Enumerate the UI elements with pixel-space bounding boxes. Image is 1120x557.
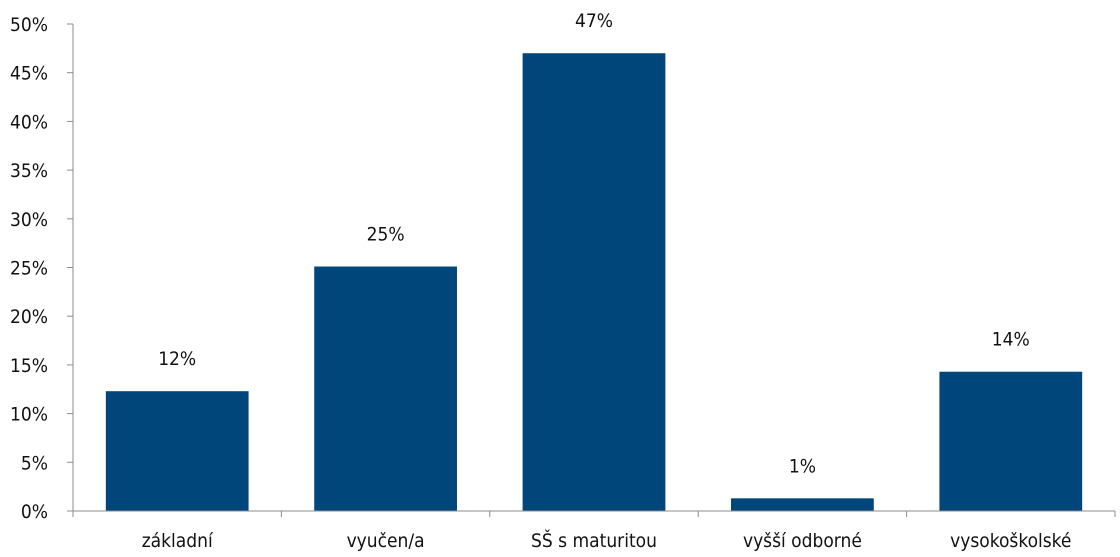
y-tick-label: 15% (10, 355, 48, 377)
y-tick-label: 25% (10, 258, 48, 280)
x-category-label: vyšší odborné (743, 530, 862, 552)
y-tick-label: 40% (10, 111, 48, 133)
bars (105, 53, 1083, 511)
x-category-label: SŠ s maturitou (531, 528, 657, 552)
bar (314, 266, 457, 511)
bar (731, 498, 874, 511)
bar (522, 53, 666, 511)
bar-data-label: 14% (992, 329, 1030, 351)
y-tick-label: 10% (10, 404, 48, 426)
x-category-label: vysokoškolské (950, 530, 1071, 552)
y-tick-label: 45% (10, 63, 48, 85)
bar-data-label: 47% (575, 10, 613, 32)
x-category-label: vyučen/a (347, 530, 425, 552)
x-axis-ticks: základní vyučen/a SŠ s maturitou vyšší odbo… (72, 511, 1116, 552)
y-tick-label: 5% (21, 452, 48, 474)
y-tick-label: 30% (10, 209, 48, 231)
bar-data-label: 25% (367, 224, 405, 246)
bar (939, 371, 1083, 511)
y-tick-label: 35% (10, 160, 48, 182)
y-tick-label: 50% (10, 14, 48, 36)
bar-data-label: 12% (158, 348, 196, 370)
y-tick-label: 0% (21, 501, 48, 523)
data-labels: 12% 25% 47% 1% 14% (158, 10, 1030, 477)
x-category-label: základní (142, 530, 214, 552)
bar (105, 391, 249, 511)
y-tick-label: 20% (10, 306, 48, 328)
y-axis-ticks: 0% 5% 10% 15% 20% 25% 30% 35% 40% 45% 50% (10, 14, 73, 523)
bar-data-label: 1% (789, 455, 816, 477)
